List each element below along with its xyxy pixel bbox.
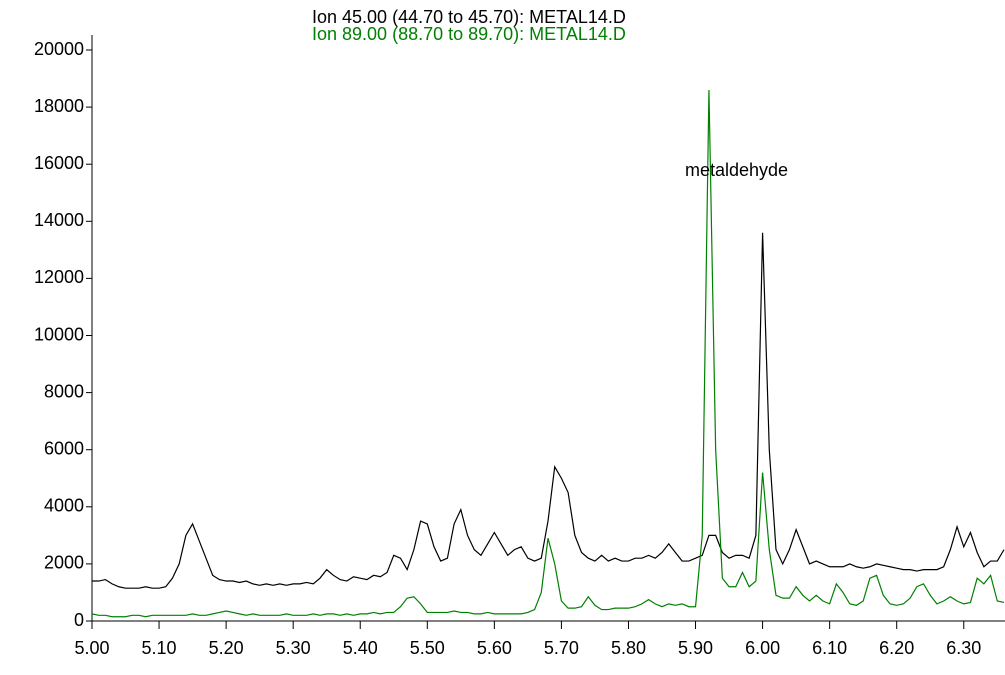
y-tick-label: 20000: [34, 39, 84, 59]
x-tick-label: 6.10: [812, 638, 847, 658]
y-tick-label: 8000: [44, 381, 84, 401]
x-tick-label: 5.60: [477, 638, 512, 658]
series-line: [92, 232, 1005, 589]
legend-entry: Ion 45.00 (44.70 to 45.70): METAL14.D: [312, 7, 626, 27]
x-tick-label: 5.70: [544, 638, 579, 658]
x-tick-label: 5.00: [74, 638, 109, 658]
annotation: metaldehyde: [685, 160, 788, 180]
x-tick-label: 5.10: [142, 638, 177, 658]
y-tick-label: 6000: [44, 438, 84, 458]
series-line: [91, 89, 1005, 618]
x-tick-label: 5.50: [410, 638, 445, 658]
y-tick-label: 4000: [44, 496, 84, 516]
x-tick-label: 5.90: [678, 638, 713, 658]
y-tick-label: 2000: [44, 553, 84, 573]
legend-entry: Ion 89.00 (88.70 to 89.70): METAL14.D: [312, 24, 626, 44]
x-tick-label: 5.80: [611, 638, 646, 658]
y-tick-label: 10000: [34, 324, 84, 344]
x-tick-label: 5.20: [209, 638, 244, 658]
y-tick-label: 16000: [34, 153, 84, 173]
x-tick-label: 5.40: [343, 638, 378, 658]
x-tick-label: 6.30: [946, 638, 981, 658]
y-tick-label: 14000: [34, 210, 84, 230]
y-tick-label: 18000: [34, 96, 84, 116]
x-tick-label: 6.20: [879, 638, 914, 658]
x-tick-label: 5.30: [276, 638, 311, 658]
y-tick-label: 12000: [34, 267, 84, 287]
y-tick-label: 0: [74, 610, 84, 630]
x-tick-label: 6.00: [745, 638, 780, 658]
